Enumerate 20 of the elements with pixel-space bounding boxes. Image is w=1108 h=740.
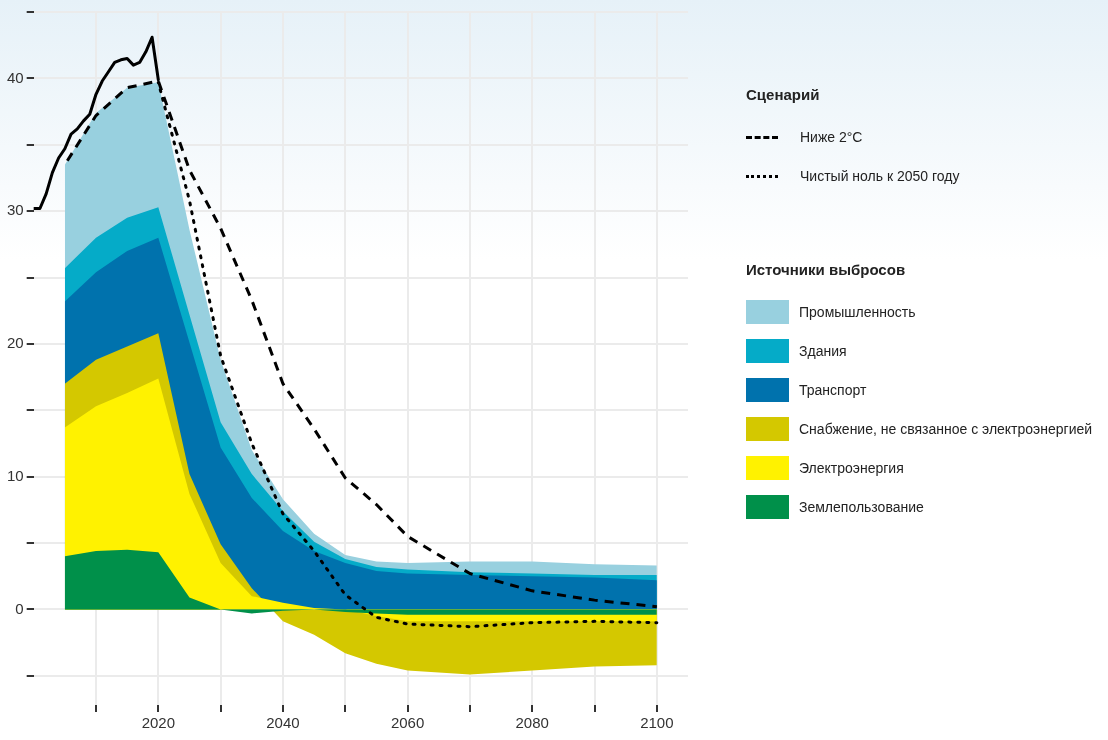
- y-tick-label: 20: [7, 334, 24, 352]
- y-tick-label: 10: [7, 466, 24, 484]
- y-tick-label: 30: [7, 201, 24, 219]
- legend-label: Землепользование: [799, 499, 924, 515]
- legend-label: Здания: [799, 343, 847, 359]
- legend-title: Источники выбросов: [746, 261, 907, 278]
- x-tick-label: 2100: [640, 714, 674, 732]
- legend-label: Ниже 2°C: [800, 129, 863, 145]
- y-tick-label: 40: [7, 68, 24, 86]
- legend-label: Электроэнергия: [799, 460, 904, 476]
- x-tick-label: 2020: [141, 714, 175, 732]
- x-tick-label: 2060: [390, 714, 425, 732]
- legend-label: Чистый ноль к 2050 году: [800, 168, 960, 184]
- legend-label: Промышленность: [799, 304, 916, 320]
- x-tick-label: 2040: [266, 714, 300, 732]
- text: Сценарий: [746, 86, 821, 103]
- x-tick-label: 2080: [515, 714, 549, 732]
- legend-label: Снабжение, не связанное с электроэнергией: [799, 421, 1093, 437]
- y-tick-label: 0: [15, 599, 24, 617]
- legend-label: Транспорт: [799, 382, 867, 398]
